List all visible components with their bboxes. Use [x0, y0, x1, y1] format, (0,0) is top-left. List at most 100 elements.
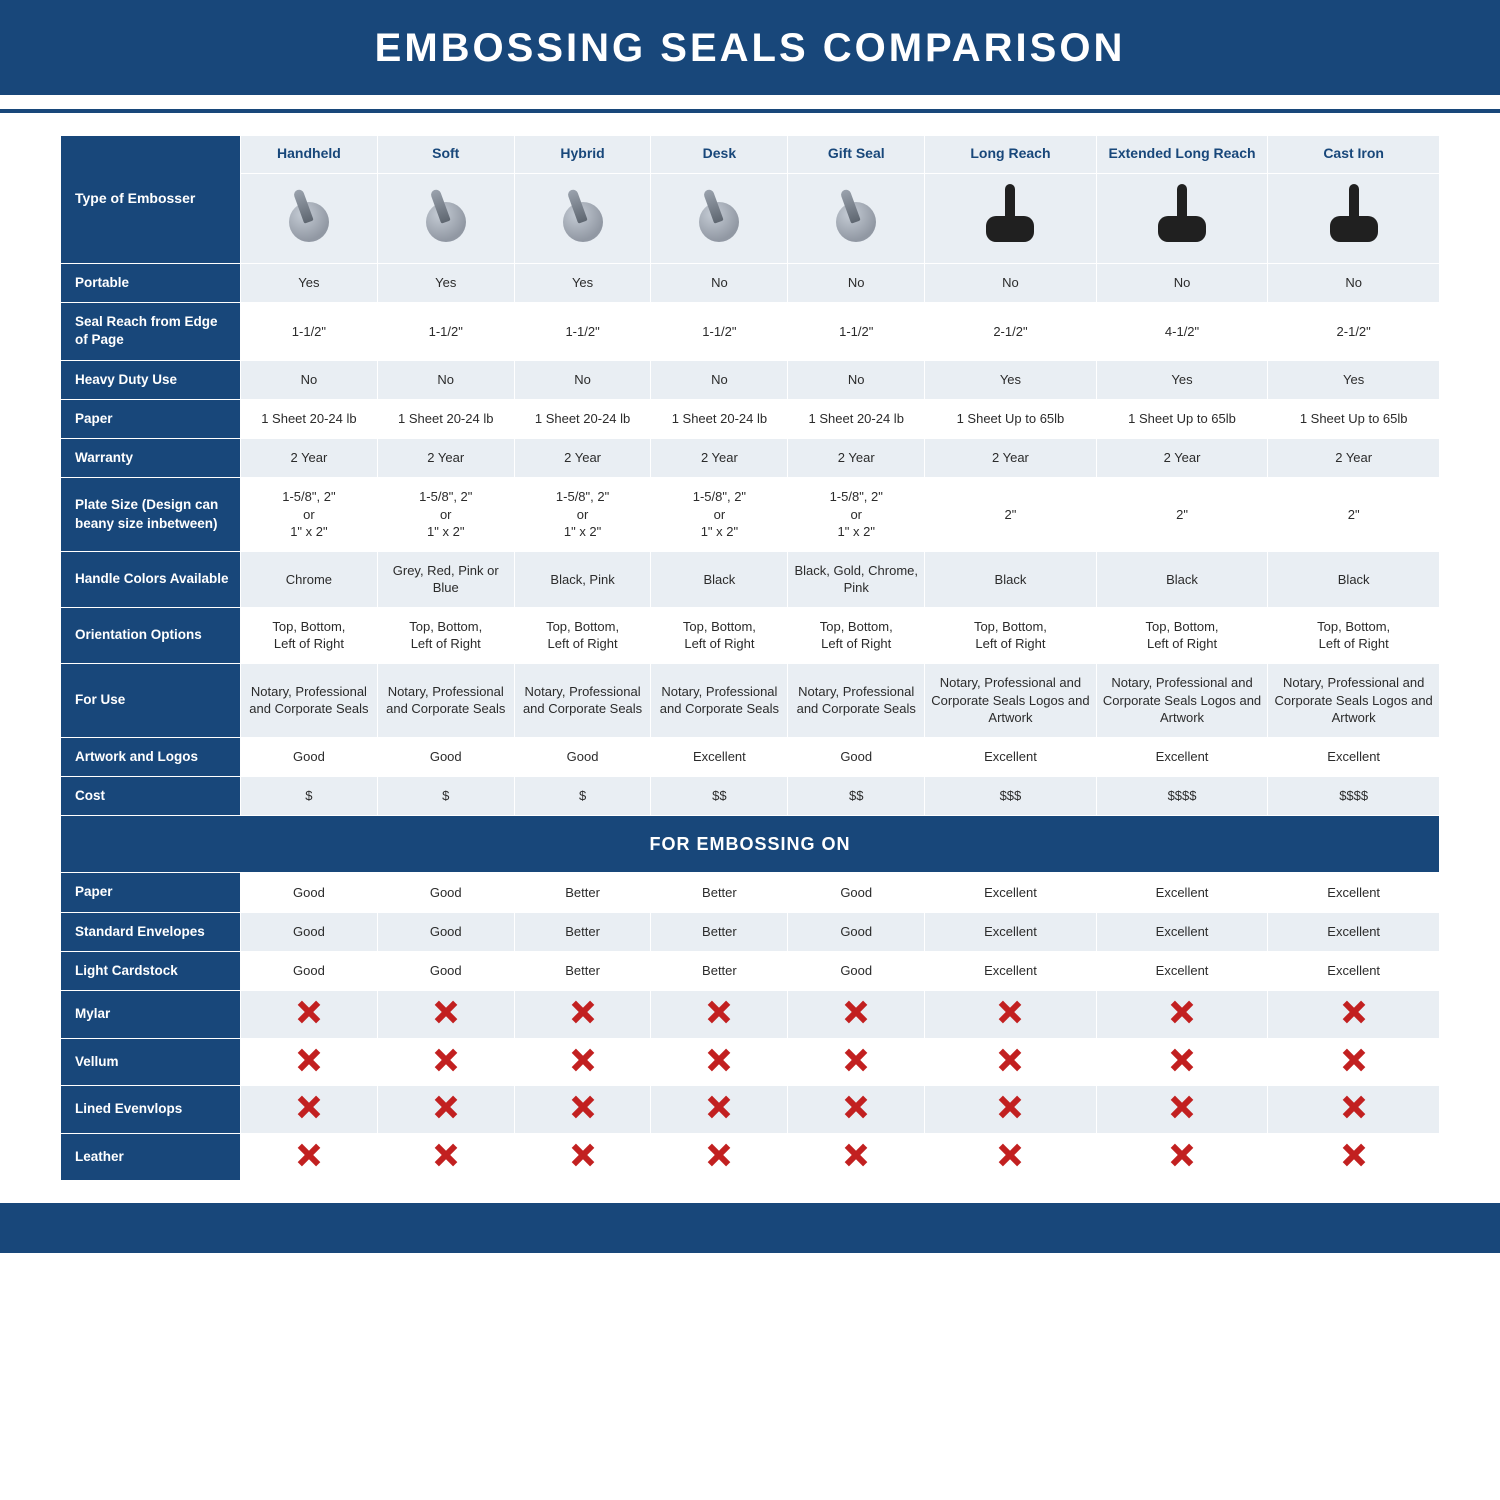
table-cell: Top, Bottom,Left of Right [651, 607, 788, 663]
x-icon [1343, 1001, 1365, 1023]
table-row: Leather [61, 1133, 1440, 1181]
table-row: Seal Reach from Edge of Page1-1/2"1-1/2"… [61, 303, 1440, 360]
table-cell [377, 1086, 514, 1134]
section-label: FOR EMBOSSING ON [61, 816, 1440, 873]
table-cell: No [1268, 263, 1440, 302]
x-icon [1171, 1144, 1193, 1166]
table-cell: Yes [1096, 360, 1268, 399]
table-cell: Good [514, 737, 651, 776]
x-icon [845, 1144, 867, 1166]
table-cell: 1-5/8", 2"or1" x 2" [241, 478, 378, 552]
x-icon [435, 1049, 457, 1071]
table-cell: $$$$ [1096, 776, 1268, 815]
table-cell: Yes [514, 263, 651, 302]
table-cell: Notary, Professional and Corporate Seals… [925, 664, 1097, 738]
page-title: EMBOSSING SEALS COMPARISON [0, 0, 1500, 95]
embosser-icon-cell [1268, 173, 1440, 263]
table-cell [651, 1086, 788, 1134]
table-cell: Yes [241, 263, 378, 302]
row-label: Standard Envelopes [61, 912, 241, 951]
column-header: Cast Iron [1268, 136, 1440, 174]
x-icon [572, 1096, 594, 1118]
embosser-icon [1324, 186, 1384, 246]
table-cell [1268, 1133, 1440, 1181]
table-cell: Excellent [1268, 912, 1440, 951]
table-row: Warranty2 Year2 Year2 Year2 Year2 Year2 … [61, 438, 1440, 477]
table-row: Mylar [61, 991, 1440, 1039]
table-cell: Better [514, 951, 651, 990]
table-cell [651, 1133, 788, 1181]
x-icon [298, 1049, 320, 1071]
x-icon [1171, 1096, 1193, 1118]
column-header: Desk [651, 136, 788, 174]
table-cell [788, 1086, 925, 1134]
row-label: Light Cardstock [61, 951, 241, 990]
table-cell: Notary, Professional and Corporate Seals… [1268, 664, 1440, 738]
embosser-icon-cell [788, 173, 925, 263]
table-cell [514, 1133, 651, 1181]
x-icon [999, 1144, 1021, 1166]
table-cell: 1 Sheet 20-24 lb [788, 399, 925, 438]
table-cell: 2-1/2" [925, 303, 1097, 360]
embosser-icon [416, 186, 476, 246]
embosser-icon [826, 186, 886, 246]
table-cell: No [1096, 263, 1268, 302]
table-cell [925, 1086, 1097, 1134]
table-cell: 2 Year [1268, 438, 1440, 477]
row-label: Leather [61, 1133, 241, 1181]
table-row: Standard EnvelopesGoodGoodBetterBetterGo… [61, 912, 1440, 951]
table-cell: $ [241, 776, 378, 815]
table-cell: Good [788, 912, 925, 951]
row-label: Mylar [61, 991, 241, 1039]
table-cell: 1 Sheet Up to 65lb [925, 399, 1097, 438]
table-cell: Excellent [1096, 737, 1268, 776]
table-cell: 2 Year [925, 438, 1097, 477]
table-cell: Good [241, 951, 378, 990]
table-cell: Notary, Professional and Corporate Seals [651, 664, 788, 738]
comparison-table-wrap: Type of EmbosserHandheldSoftHybridDeskGi… [0, 135, 1500, 1181]
table-cell [651, 1038, 788, 1086]
embosser-icon-cell [514, 173, 651, 263]
x-icon [1171, 1049, 1193, 1071]
table-cell [1096, 991, 1268, 1039]
table-row: Orientation OptionsTop, Bottom,Left of R… [61, 607, 1440, 663]
table-cell: Notary, Professional and Corporate Seals [241, 664, 378, 738]
table-cell [1096, 1086, 1268, 1134]
x-icon [435, 1001, 457, 1023]
table-cell: Excellent [651, 737, 788, 776]
table-cell: 2" [1096, 478, 1268, 552]
footer-band [0, 1203, 1500, 1253]
table-cell: 1-5/8", 2"or1" x 2" [514, 478, 651, 552]
table-cell: No [377, 360, 514, 399]
table-cell: 2 Year [514, 438, 651, 477]
embosser-icon [980, 186, 1040, 246]
row-label: Portable [61, 263, 241, 302]
x-icon [298, 1096, 320, 1118]
table-cell: $$ [788, 776, 925, 815]
table-cell: Excellent [1268, 873, 1440, 912]
table-cell [241, 991, 378, 1039]
embosser-icon [689, 186, 749, 246]
row-label: Plate Size (Design can beany size inbetw… [61, 478, 241, 552]
table-cell: $$$$ [1268, 776, 1440, 815]
table-cell [1096, 1133, 1268, 1181]
table-cell: Better [514, 912, 651, 951]
column-header: Long Reach [925, 136, 1097, 174]
row-header-title: Type of Embosser [61, 136, 241, 264]
x-icon [572, 1001, 594, 1023]
table-row: PaperGoodGoodBetterBetterGoodExcellentEx… [61, 873, 1440, 912]
table-cell: $ [514, 776, 651, 815]
table-cell: Top, Bottom,Left of Right [1268, 607, 1440, 663]
table-cell: Black [651, 551, 788, 607]
table-cell: Top, Bottom,Left of Right [788, 607, 925, 663]
table-cell: Better [514, 873, 651, 912]
table-cell: No [651, 263, 788, 302]
table-cell: 1-5/8", 2"or1" x 2" [788, 478, 925, 552]
embosser-icon [279, 186, 339, 246]
table-cell [788, 1133, 925, 1181]
table-cell: 1-5/8", 2"or1" x 2" [377, 478, 514, 552]
table-cell: $$$ [925, 776, 1097, 815]
x-icon [708, 1049, 730, 1071]
table-row: For UseNotary, Professional and Corporat… [61, 664, 1440, 738]
row-label: For Use [61, 664, 241, 738]
